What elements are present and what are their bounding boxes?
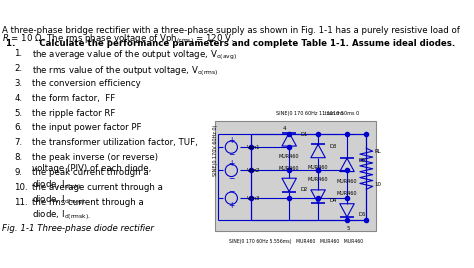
Text: SINE(0 170 60Hz 5.556ms)   MUR460   MUR460   MUR460: SINE(0 170 60Hz 5.556ms) MUR460 MUR460 M… xyxy=(228,239,363,244)
Text: MUR460: MUR460 xyxy=(337,179,357,184)
Text: 3.: 3. xyxy=(15,79,23,88)
Text: 10.: 10. xyxy=(15,183,28,192)
Text: .tran 0 50ms 0: .tran 0 50ms 0 xyxy=(323,111,359,116)
Text: A three-phase bridge rectifier with a three-phase supply as shown in Fig. 1-1 ha: A three-phase bridge rectifier with a th… xyxy=(1,26,459,35)
Text: +: + xyxy=(228,202,235,210)
Text: the peak current through a
diode, I$_{\rm d(pk).}$: the peak current through a diode, I$_{\r… xyxy=(32,168,149,192)
Text: +: + xyxy=(228,159,235,168)
Text: −: − xyxy=(228,174,235,183)
FancyBboxPatch shape xyxy=(215,121,376,232)
Text: the average current through a
diode, I$_{\rm d(avg).}$: the average current through a diode, I$_… xyxy=(32,183,163,207)
Text: the average value of the output voltage, V$_{\rm o(avg)}$: the average value of the output voltage,… xyxy=(32,49,237,62)
Text: 1.: 1. xyxy=(15,49,23,58)
Text: D1: D1 xyxy=(301,132,308,137)
Text: 10: 10 xyxy=(374,182,381,187)
Text: 4: 4 xyxy=(283,126,286,131)
Text: 5.: 5. xyxy=(15,109,23,118)
Text: 6.: 6. xyxy=(15,123,23,132)
Text: 2: 2 xyxy=(255,168,259,173)
Text: 5: 5 xyxy=(347,226,350,230)
Text: $\it{R}$ = 10 $\Omega$. The rms phase voltage of Vph$_{\rm(rms)}$ = 120 V.: $\it{R}$ = 10 $\Omega$. The rms phase vo… xyxy=(1,33,234,46)
Text: D4: D4 xyxy=(329,198,337,203)
Text: 4.: 4. xyxy=(15,94,23,103)
Text: 7.: 7. xyxy=(15,138,23,147)
Text: SINE(0 170 60Hz 11.111ms: SINE(0 170 60Hz 11.111ms xyxy=(276,111,344,116)
Text: the input power factor PF: the input power factor PF xyxy=(32,123,142,132)
Text: 3: 3 xyxy=(255,196,259,201)
Text: D3: D3 xyxy=(329,144,337,149)
Text: MUR460: MUR460 xyxy=(308,177,328,183)
Text: RL: RL xyxy=(374,149,381,154)
Text: SINE(0 170V 60Hz 0): SINE(0 170V 60Hz 0) xyxy=(213,125,218,176)
Text: D6: D6 xyxy=(358,212,365,217)
Text: −: − xyxy=(228,150,235,159)
Text: Vcn: Vcn xyxy=(247,196,258,201)
Text: D5: D5 xyxy=(358,158,365,163)
Text: D2: D2 xyxy=(301,187,308,192)
Text: Fig. 1-1 Three-phase diode rectifier: Fig. 1-1 Three-phase diode rectifier xyxy=(1,224,154,233)
Text: +: + xyxy=(228,136,235,145)
Text: 8.: 8. xyxy=(15,153,23,162)
Text: the ripple factor RF: the ripple factor RF xyxy=(32,109,116,118)
Text: the form factor,  FF: the form factor, FF xyxy=(32,94,115,103)
Text: MUR460: MUR460 xyxy=(279,166,300,171)
Text: Van: Van xyxy=(247,145,258,150)
Text: MUR460: MUR460 xyxy=(337,191,357,196)
Text: 9.: 9. xyxy=(15,168,22,177)
Text: 1: 1 xyxy=(255,145,259,150)
Text: −: − xyxy=(228,187,235,196)
Text: MUR460: MUR460 xyxy=(279,154,300,159)
Text: the transformer utilization factor, TUF,: the transformer utilization factor, TUF, xyxy=(32,138,198,147)
Text: Vbn: Vbn xyxy=(247,168,258,173)
Text: the conversion efficiency: the conversion efficiency xyxy=(32,79,141,88)
Text: the rms value of the output voltage, V$_{\rm o(rms)}$: the rms value of the output voltage, V$_… xyxy=(32,64,219,78)
Text: MUR460: MUR460 xyxy=(308,165,328,170)
Text: 1.        Calculate the performance parameters and complete Table 1-1. Assume id: 1. Calculate the performance parameters … xyxy=(7,39,456,49)
Text: the peak inverse (or reverse)
voltage (PIV) of each diode,: the peak inverse (or reverse) voltage (P… xyxy=(32,153,158,173)
Text: 11.: 11. xyxy=(15,198,28,207)
Text: 2.: 2. xyxy=(15,64,23,73)
Text: the rms current through a
diode, I$_{\rm d(rmsk).}$: the rms current through a diode, I$_{\rm… xyxy=(32,198,144,222)
